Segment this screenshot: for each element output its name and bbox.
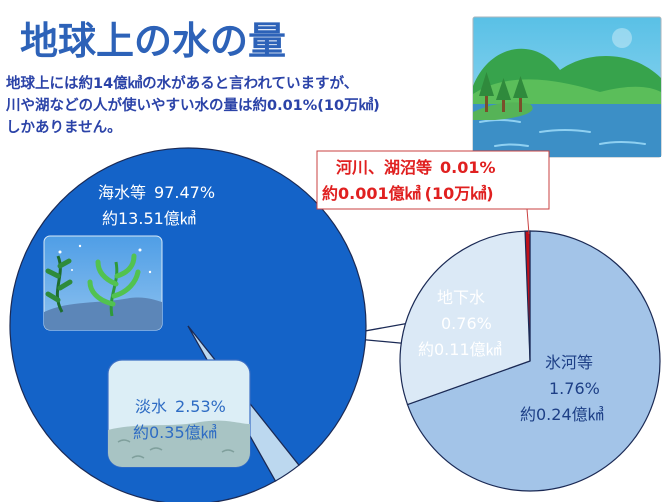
glacier-slice xyxy=(406,230,661,492)
seaweed-icon xyxy=(43,235,163,331)
rivers-lakes-slice xyxy=(524,230,531,362)
groundwater-label: 地下水 xyxy=(437,288,485,307)
callout-pointer xyxy=(526,208,530,235)
fresh-volume: 約0.35億㎦ xyxy=(133,423,217,442)
page-description: 地球上には約14億㎦の水があると言われていますが、 川や湖などの人が使いやすい水… xyxy=(6,73,476,139)
groundwater-pct: 0.76% xyxy=(441,314,492,333)
rivers-lakes-volume: 約0.001億㎦ (10万㎦) xyxy=(322,184,494,203)
fresh-label: 淡水 2.53% xyxy=(135,397,226,416)
rivers-lakes-callout xyxy=(316,150,550,210)
description-line-2: 川や湖などの人が使いやすい水の量は約0.01%(10万㎦) xyxy=(6,98,380,114)
sea-label: 海水等 97.47% xyxy=(98,183,215,202)
fresh-water-pie xyxy=(399,230,661,492)
description-line-3: しかありません。 xyxy=(6,120,122,136)
glacier-label: 氷河等 xyxy=(545,353,593,372)
groundwater-volume: 約0.11億㎦ xyxy=(418,340,502,359)
sea-volume: 約13.51億㎦ xyxy=(102,209,196,228)
water-surface-icon xyxy=(107,359,251,468)
page-title: 地球上の水の量 xyxy=(20,19,286,63)
glacier-volume: 約0.24億㎦ xyxy=(520,405,604,424)
groundwater-slice xyxy=(399,230,531,406)
description-line-1: 地球上には約14億㎦の水があると言われていますが、 xyxy=(6,76,359,92)
glacier-pct: 1.76% xyxy=(549,379,600,398)
lake-landscape-icon xyxy=(472,16,662,158)
rivers-lakes-label: 河川、湖沼等 0.01% xyxy=(336,158,496,177)
